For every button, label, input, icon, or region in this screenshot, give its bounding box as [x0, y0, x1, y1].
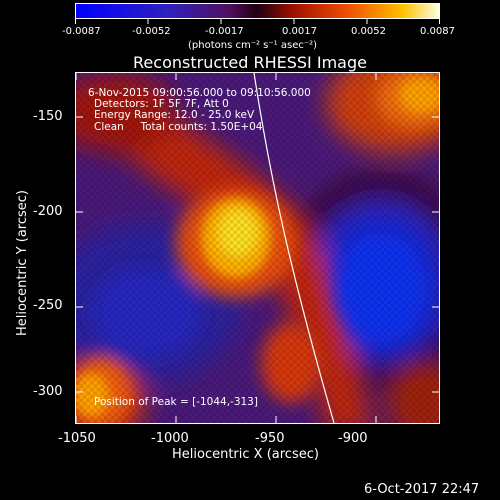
y-tick-label: -250 [33, 298, 63, 313]
x-tick-label: -900 [338, 431, 368, 446]
y-tick-label: -150 [33, 109, 63, 124]
x-tick-label: -1000 [151, 431, 189, 446]
colorbar-tick-label: -0.0087 [62, 26, 101, 37]
energy-range-label: Energy Range: 12.0 - 25.0 keV [94, 109, 255, 121]
y-axis-label: Heliocentric Y (arcsec) [15, 190, 30, 336]
plot-title: Reconstructed RHESSI Image [133, 53, 367, 72]
colorbar [75, 3, 440, 19]
timestamp: 6-Oct-2017 22:47 [364, 482, 480, 497]
colorbar-tick-label: 0.0052 [351, 26, 386, 37]
axis-ticks [75, 72, 440, 424]
colorbar-tick-label: -0.0017 [205, 26, 244, 37]
peak-position-label: Position of Peak = [-1044,-313] [94, 396, 258, 408]
colorbar-tick-label: 0.0017 [282, 26, 317, 37]
colorbar-unit-label: (photons cm⁻² s⁻¹ asec⁻²) [188, 40, 318, 51]
colorbar-tick-label: 0.0087 [420, 26, 455, 37]
clean-counts-label: Clean Total counts: 1.50E+04 [94, 121, 263, 133]
x-tick-label: -950 [255, 431, 285, 446]
x-tick-label: -1050 [58, 431, 96, 446]
y-tick-label: -200 [33, 204, 63, 219]
colorbar-tick-label: -0.0052 [132, 26, 171, 37]
x-axis-label: Heliocentric X (arcsec) [172, 447, 319, 462]
y-tick-label: -300 [33, 384, 63, 399]
time-range-label: 6-Nov-2015 09:00:56.000 to 09:10:56.000 [88, 87, 311, 99]
colorbar-ticks [75, 19, 440, 24]
detectors-label: Detectors: 1F 5F 7F, Att 0 [94, 98, 229, 110]
rhessi-image [75, 72, 440, 424]
